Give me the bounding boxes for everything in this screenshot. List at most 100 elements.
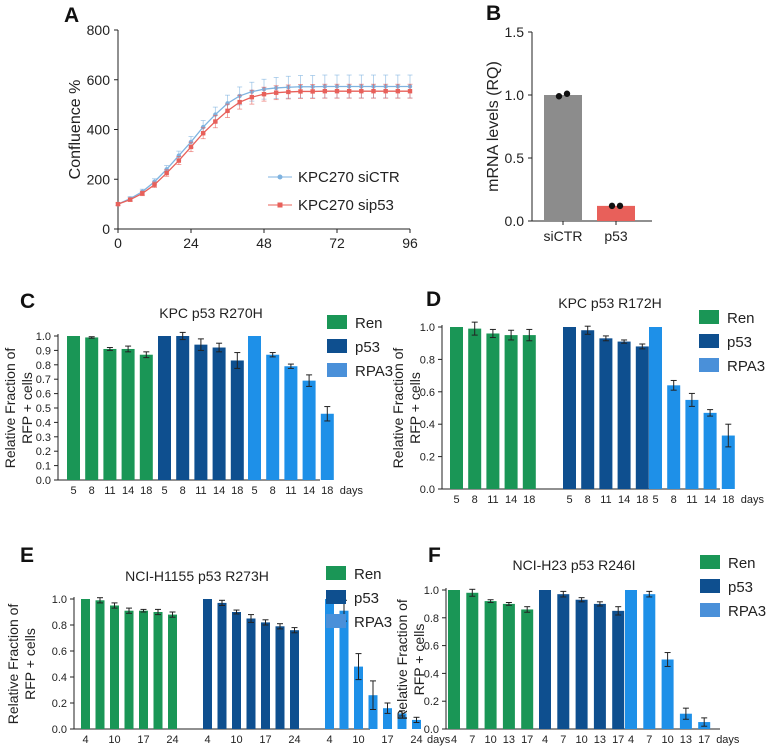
- x-tick-label: 13: [503, 734, 515, 746]
- bar-rpa3: [320, 413, 334, 480]
- y-axis-label: Confluence %: [67, 80, 84, 180]
- bar-ren: [153, 612, 163, 729]
- data-point: [395, 88, 401, 94]
- days-label: days: [741, 494, 765, 506]
- x-tick-label: 14: [303, 485, 315, 497]
- legend-swatch-rpa3: [326, 614, 346, 628]
- panel-label-c: C: [20, 290, 35, 313]
- series-line-sip53: [117, 90, 410, 205]
- x-tick-label: 5: [251, 485, 257, 497]
- y-tick-label: 0.4: [420, 419, 435, 431]
- legend-marker: [277, 202, 283, 208]
- x-tick-label: 5: [70, 485, 76, 497]
- x-tick-label: 11: [686, 494, 697, 506]
- data-point: [152, 182, 157, 187]
- x-tick-label: 10: [661, 734, 673, 746]
- x-tick-label: 24: [288, 734, 300, 746]
- bar-ren: [168, 614, 177, 729]
- x-tick-label: 17: [521, 734, 533, 746]
- x-tick-label: 17: [137, 734, 149, 746]
- panel-label-a: A: [64, 4, 79, 27]
- data-point: [359, 88, 364, 94]
- legend-swatch-p53: [699, 334, 719, 348]
- x-tick-label: 18: [231, 485, 243, 497]
- days-label: days: [340, 485, 364, 497]
- x-tick-label: 14: [704, 494, 716, 506]
- data-point: [127, 197, 133, 202]
- bar-p53: [563, 327, 576, 489]
- bar-ren: [85, 337, 99, 480]
- y-tick-label: 0.4: [424, 668, 439, 680]
- x-tick-label: 24: [166, 734, 178, 746]
- x-tick-label: 4: [326, 734, 332, 746]
- legend-label: Ren: [354, 566, 382, 583]
- y-tick-label: 0.6: [52, 646, 67, 658]
- y-tick-label: 0.0: [424, 724, 439, 736]
- x-tick-label: 11: [104, 485, 115, 497]
- data-point: [407, 88, 413, 94]
- y-tick-label: 1.0: [505, 87, 525, 103]
- y-tick-label: 800: [87, 22, 111, 38]
- bar-rpa3: [354, 666, 363, 729]
- series-line-sictr: [117, 85, 410, 205]
- y-tick-label: 0.8: [36, 360, 51, 372]
- x-tick-label: 10: [230, 734, 242, 746]
- bar-sictr: [544, 95, 582, 221]
- bar-p53: [232, 612, 241, 729]
- data-point: [383, 88, 388, 94]
- days-label: days: [427, 734, 451, 746]
- bar-p53: [599, 338, 613, 489]
- panel-a-line-chart: A 0 200 400 600 800 0 24 48 72 96 Confluence % KPC27…: [64, 4, 418, 251]
- y-tick-label: 0.0: [505, 213, 525, 229]
- y-tick-label: 1.5: [505, 24, 525, 40]
- x-tick-label: 18: [722, 494, 734, 506]
- bar-ren: [103, 348, 117, 480]
- bar-p53: [575, 599, 588, 729]
- x-tick-label: 14: [122, 485, 134, 497]
- data-point: [273, 90, 279, 95]
- panel-d-bar-chart: D KPC p53 R172H 0.0 0.2 0.4 0.6 0.8 1.0 Relative…: [390, 288, 765, 506]
- x-tick-label: 14: [505, 494, 517, 506]
- x-tick-label: 13: [680, 734, 692, 746]
- bar-p53: [597, 205, 635, 221]
- x-tick-label: 4: [82, 734, 88, 746]
- x-tick-label: 14: [618, 494, 630, 506]
- x-tick-label: 0: [114, 235, 122, 251]
- bar-ren: [466, 592, 479, 729]
- y-tick-label: 0.0: [36, 475, 51, 487]
- bar-p53: [290, 630, 299, 729]
- y-tick-label: 0.2: [52, 698, 67, 710]
- data-point: [334, 88, 340, 94]
- x-tick-label: 8: [180, 485, 186, 497]
- x-tick-label: 7: [469, 734, 475, 746]
- bar-p53: [246, 618, 256, 729]
- bar-ren: [450, 327, 463, 489]
- y-tick-label: 1.0: [52, 594, 67, 606]
- legend-label: KPC270 siCTR: [298, 169, 400, 186]
- x-tick-label: 18: [636, 494, 648, 506]
- x-tick-label: 17: [612, 734, 624, 746]
- x-tick-label: 96: [402, 235, 418, 251]
- bar-rpa3: [383, 708, 392, 729]
- x-tick-label: 11: [487, 494, 498, 506]
- bar-ren: [139, 610, 148, 729]
- bar-rpa3: [266, 354, 280, 480]
- bar-rpa3: [685, 399, 699, 489]
- replicate-dot: [563, 90, 571, 97]
- x-tick-label: 11: [285, 485, 296, 497]
- panel-b-bar-chart: B 0.0 0.5 1.0 1.5 mRNA levels (RQ) siCTR p53: [485, 2, 652, 244]
- legend-label: p53: [354, 590, 379, 607]
- x-tick-label: 5: [161, 485, 167, 497]
- bar-rpa3: [397, 713, 407, 729]
- data-point: [322, 88, 328, 94]
- y-tick-label: 600: [87, 72, 111, 88]
- bar-p53: [203, 599, 212, 729]
- bar-p53: [176, 336, 190, 480]
- x-tick-label: 10: [575, 734, 587, 746]
- x-tick-label: 10: [484, 734, 496, 746]
- y-tick-label: 1.0: [36, 331, 51, 343]
- bar-p53: [617, 341, 631, 489]
- panel-label-f: F: [428, 544, 441, 567]
- bar-p53: [581, 330, 595, 489]
- legend-label: Ren: [727, 310, 755, 327]
